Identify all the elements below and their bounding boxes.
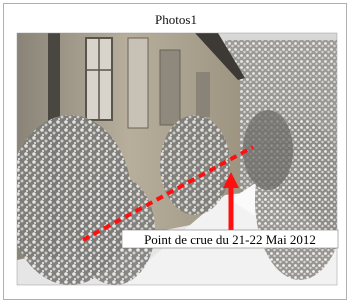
annotation: Point de crue du 21-22 Mai 2012 bbox=[144, 232, 316, 247]
figure: Photos1 Point de crue du 21-22 Mai 2012 bbox=[0, 0, 350, 305]
page: Photos1 Point de crue du 21-22 Mai 2012 … bbox=[0, 0, 350, 305]
caption: Photos1 bbox=[155, 12, 197, 27]
